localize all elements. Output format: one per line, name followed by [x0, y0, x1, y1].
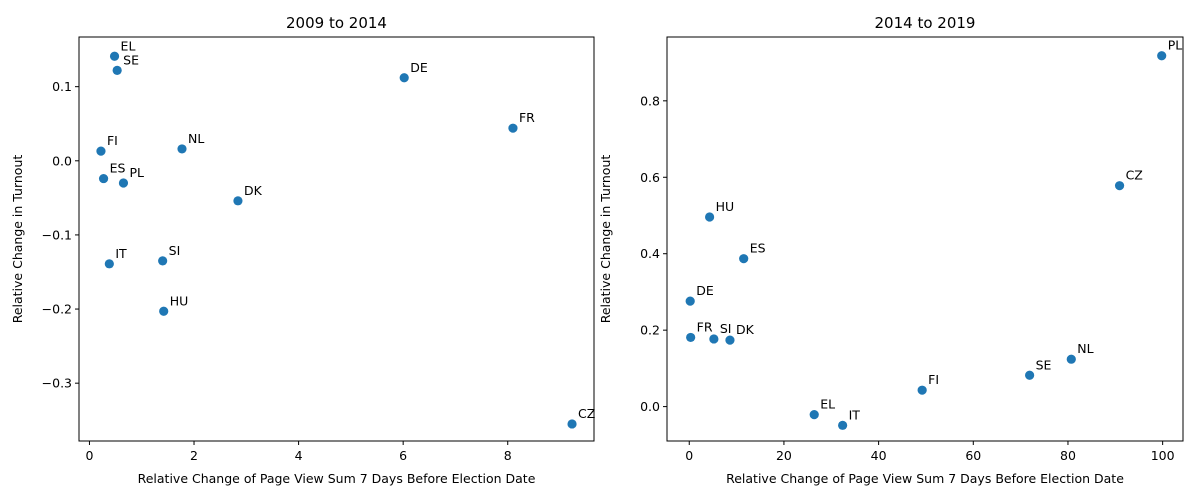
point-label: DK: [244, 183, 263, 198]
data-point-hu: [159, 306, 169, 316]
point-label: ES: [750, 241, 766, 256]
point-label: IT: [849, 407, 861, 422]
data-point-nl: [1066, 354, 1076, 364]
plot-frame: [666, 36, 1184, 442]
y-tick-label: 0.4: [640, 246, 660, 261]
data-point-cz: [1114, 181, 1125, 191]
y-tick-label: −0.2: [42, 302, 72, 317]
data-point-pl: [118, 178, 129, 188]
data-point-fi: [917, 385, 927, 395]
y-tick-label: 0.2: [640, 323, 660, 338]
data-point-fr: [686, 332, 696, 343]
chart-title: 2009 to 2014: [286, 14, 387, 32]
x-tick-label: 6: [399, 448, 407, 463]
y-tick-label: 0.0: [640, 399, 660, 414]
point-label: EL: [121, 38, 136, 53]
data-point-de: [685, 296, 695, 306]
data-point-pl: [1157, 51, 1167, 61]
data-point-nl: [177, 144, 187, 154]
point-label: PL: [1168, 38, 1183, 53]
x-tick-label: 80: [1060, 448, 1076, 463]
x-tick-label: 100: [1151, 448, 1175, 463]
x-tick-label: 4: [295, 448, 303, 463]
x-tick-label: 2: [190, 448, 198, 463]
data-point-es: [739, 254, 749, 264]
data-point-si: [709, 334, 719, 344]
x-axis-label: Relative Change of Page View Sum 7 Days …: [726, 471, 1124, 486]
point-label: DK: [736, 322, 755, 337]
x-tick-label: 0: [85, 448, 93, 463]
data-point-fr: [508, 123, 518, 133]
x-axis-label: Relative Change of Page View Sum 7 Days …: [138, 471, 536, 486]
data-point-cz: [567, 419, 577, 429]
point-label: ES: [110, 161, 126, 176]
y-tick-label: 0.6: [640, 170, 660, 185]
point-label: SI: [720, 321, 732, 336]
point-label: DE: [696, 283, 714, 298]
point-label: EL: [820, 397, 835, 412]
data-point-dk: [233, 196, 243, 206]
data-point-it: [104, 259, 114, 269]
point-label: FR: [697, 319, 713, 334]
x-tick-label: 0: [685, 448, 693, 463]
data-point-it: [838, 420, 848, 430]
y-tick-label: 0.1: [52, 79, 72, 94]
data-point-es: [98, 173, 109, 184]
data-point-hu: [705, 212, 715, 222]
point-label: IT: [115, 246, 127, 261]
y-axis-label: Relative Change in Turnout: [10, 155, 25, 324]
data-point-se: [112, 65, 122, 75]
point-label: SE: [123, 52, 139, 67]
y-tick-label: 0.8: [640, 93, 660, 108]
point-label: CZ: [578, 406, 595, 421]
y-tick-label: −0.3: [42, 376, 72, 391]
x-tick-label: 20: [776, 448, 792, 463]
chart-2014-to-2019: 2014 to 2019 0 20 40 60 80 100 0.0 0.2 0.4 0.6 0.8 R…: [598, 14, 1184, 486]
point-label: FI: [928, 372, 939, 387]
data-point-el: [109, 51, 120, 61]
data-point-si: [158, 256, 168, 266]
point-label: HU: [716, 199, 735, 214]
x-tick-label: 40: [871, 448, 887, 463]
data-point-fi: [96, 146, 106, 156]
chart-2009-to-2014: 2009 to 2014 0 2 4 6 8 −0.3 −0.2 −0.1 0.0 0.1 Relat…: [10, 14, 595, 486]
point-label: FR: [519, 110, 535, 125]
point-label: NL: [1077, 341, 1093, 356]
y-tick-label: 0.0: [52, 153, 72, 168]
point-label: HU: [170, 293, 189, 308]
x-tick-label: 60: [965, 448, 981, 463]
point-label: NL: [188, 131, 204, 146]
data-point-se: [1025, 370, 1035, 380]
chart-title: 2014 to 2019: [875, 14, 976, 32]
data-point-de: [399, 73, 409, 83]
point-label: SI: [169, 243, 181, 258]
point-label: CZ: [1126, 168, 1143, 183]
point-label: SE: [1036, 357, 1052, 372]
y-axis-label: Relative Change in Turnout: [598, 155, 613, 324]
data-point-dk: [725, 335, 735, 345]
point-label: FI: [107, 133, 118, 148]
y-tick-label: −0.1: [42, 227, 72, 242]
point-label: DE: [410, 60, 428, 75]
point-label: PL: [129, 165, 144, 180]
plot-frame: [78, 36, 595, 442]
data-point-el: [809, 410, 819, 420]
x-tick-label: 8: [504, 448, 512, 463]
